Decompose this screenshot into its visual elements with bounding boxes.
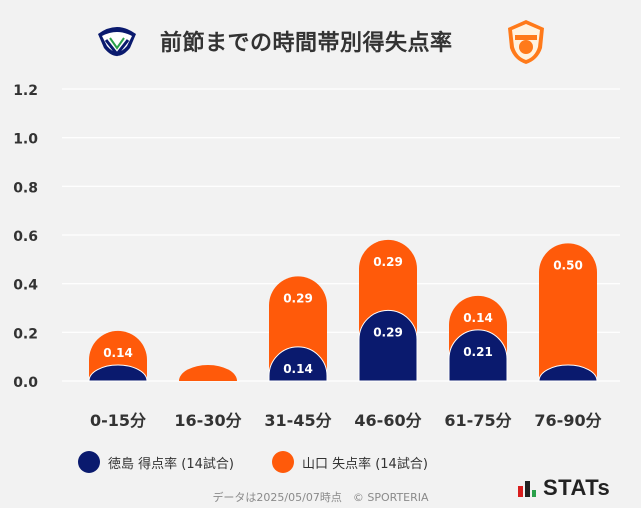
bar-home	[88, 364, 148, 382]
x-tick-label: 46-60分	[354, 411, 421, 430]
renofa-yamaguchi-logo	[505, 18, 547, 66]
bar-home	[358, 310, 418, 382]
legend-swatch-home	[78, 451, 100, 473]
stats-logo-icon	[518, 481, 536, 497]
bar-home	[538, 364, 598, 382]
data-label-away: 0.50	[553, 258, 583, 272]
bar-away	[539, 243, 597, 381]
data-label-away: 0.29	[373, 255, 403, 269]
legend-swatch-away	[271, 451, 294, 473]
legend: 徳島 得点率 (14試合) 山口 失点率 (14試合)	[78, 450, 466, 474]
legend-item-home: 徳島 得点率 (14試合)	[78, 451, 234, 473]
data-label-home: 0.14	[283, 362, 313, 376]
stats-logo: STATs	[517, 475, 610, 501]
bar-away	[179, 365, 237, 381]
y-tick-label: 0.2	[13, 326, 38, 342]
data-label-away: 0.29	[283, 291, 313, 305]
legend-label-home: 徳島 得点率 (14試合)	[108, 456, 234, 472]
y-tick-label: 0.6	[13, 229, 38, 245]
data-label-home: 0.29	[373, 325, 403, 339]
x-tick-label: 16-30分	[174, 411, 241, 430]
x-tick-label: 76-90分	[534, 411, 601, 430]
x-tick-label: 31-45分	[264, 411, 331, 430]
stats-brand: STATs	[543, 475, 611, 500]
bar-home	[268, 346, 328, 382]
data-label-home: 0.21	[463, 345, 493, 359]
page-title: 前節までの時間帯別得失点率	[160, 31, 453, 56]
header: 前節までの時間帯別得失点率	[0, 14, 641, 70]
footer-note: データは2025/05/07時点 © SPORTERIA	[212, 491, 429, 504]
legend-label-away: 山口 失点率 (14試合)	[301, 456, 428, 472]
y-tick-label: 0.4	[13, 278, 38, 294]
tokushima-vortis-logo	[94, 18, 140, 66]
bar-chart: 0.0 0.2 0.4 0.6 0.8 1.0 1.2 0.14 0-15分 16-30分 0.29…	[13, 83, 620, 430]
bar-home	[448, 329, 508, 382]
x-tick-label: 61-75分	[444, 411, 511, 430]
y-tick-label: 0.8	[13, 180, 38, 196]
y-tick-label: 0.0	[13, 375, 38, 391]
y-tick-label: 1.2	[13, 83, 38, 99]
data-label-away: 0.14	[103, 346, 133, 360]
x-tick-label: 0-15分	[90, 411, 146, 430]
legend-item-away: 山口 失点率 (14試合)	[271, 451, 428, 473]
y-tick-label: 1.0	[13, 132, 38, 148]
data-label-away: 0.14	[463, 311, 493, 325]
